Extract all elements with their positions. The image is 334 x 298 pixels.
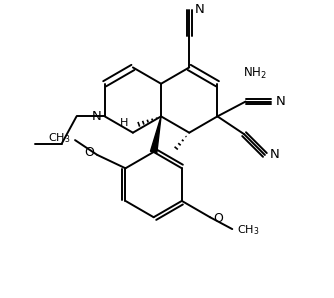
Text: N: N (92, 110, 101, 123)
Text: N: N (270, 148, 280, 162)
Text: NH$_2$: NH$_2$ (242, 66, 267, 81)
Text: N: N (276, 95, 286, 108)
Polygon shape (150, 117, 161, 153)
Text: CH$_3$: CH$_3$ (48, 131, 70, 145)
Text: CH$_3$: CH$_3$ (237, 224, 259, 238)
Text: O: O (84, 146, 94, 159)
Text: O: O (213, 212, 223, 225)
Text: N: N (195, 3, 204, 16)
Text: H: H (120, 118, 128, 128)
